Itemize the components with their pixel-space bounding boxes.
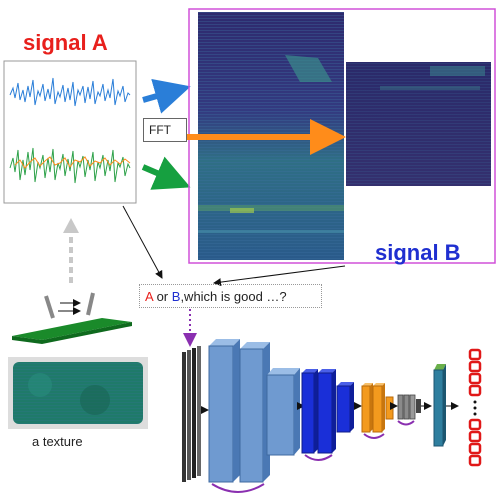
- conv-block-5: [361, 383, 385, 439]
- trace-blue: [9, 77, 131, 107]
- conv-block-2: [266, 368, 300, 456]
- question-or: or: [152, 289, 172, 304]
- output-vector-icon: [468, 348, 482, 467]
- arrow-a-to-question: [122, 205, 163, 279]
- dashed-up-arrow: [63, 218, 79, 283]
- trace-green: [9, 147, 131, 184]
- conv-block-1: [208, 339, 270, 493]
- green-arrow: [141, 156, 191, 190]
- signal-a-panel: [3, 60, 137, 204]
- cnn-architecture: [182, 339, 482, 493]
- blue-arrow: [142, 78, 191, 114]
- fft-label: FFT: [143, 118, 187, 142]
- conv-block-7: [397, 394, 421, 426]
- trace-orange: [14, 156, 131, 169]
- dense-layer: [433, 364, 446, 447]
- question-a: A: [145, 289, 153, 304]
- texture-label: a texture: [32, 434, 83, 449]
- arrow-b-to-question: [213, 265, 346, 287]
- input-layer: [182, 346, 201, 482]
- conv-block-3: [301, 369, 336, 461]
- conv-block-6: [385, 396, 394, 420]
- conv-block-4: [336, 382, 354, 433]
- question-box: A or B,which is good …?: [139, 284, 322, 308]
- texture-pad-image: [8, 357, 148, 429]
- signal-b-title: signal B: [375, 240, 461, 265]
- spectrogram-b: [346, 62, 491, 186]
- sensor-board-icon: [12, 292, 132, 344]
- question-b: B: [171, 289, 181, 304]
- signal-a-title: signal A: [23, 30, 108, 55]
- question-rest: ,which is good …?: [180, 289, 287, 304]
